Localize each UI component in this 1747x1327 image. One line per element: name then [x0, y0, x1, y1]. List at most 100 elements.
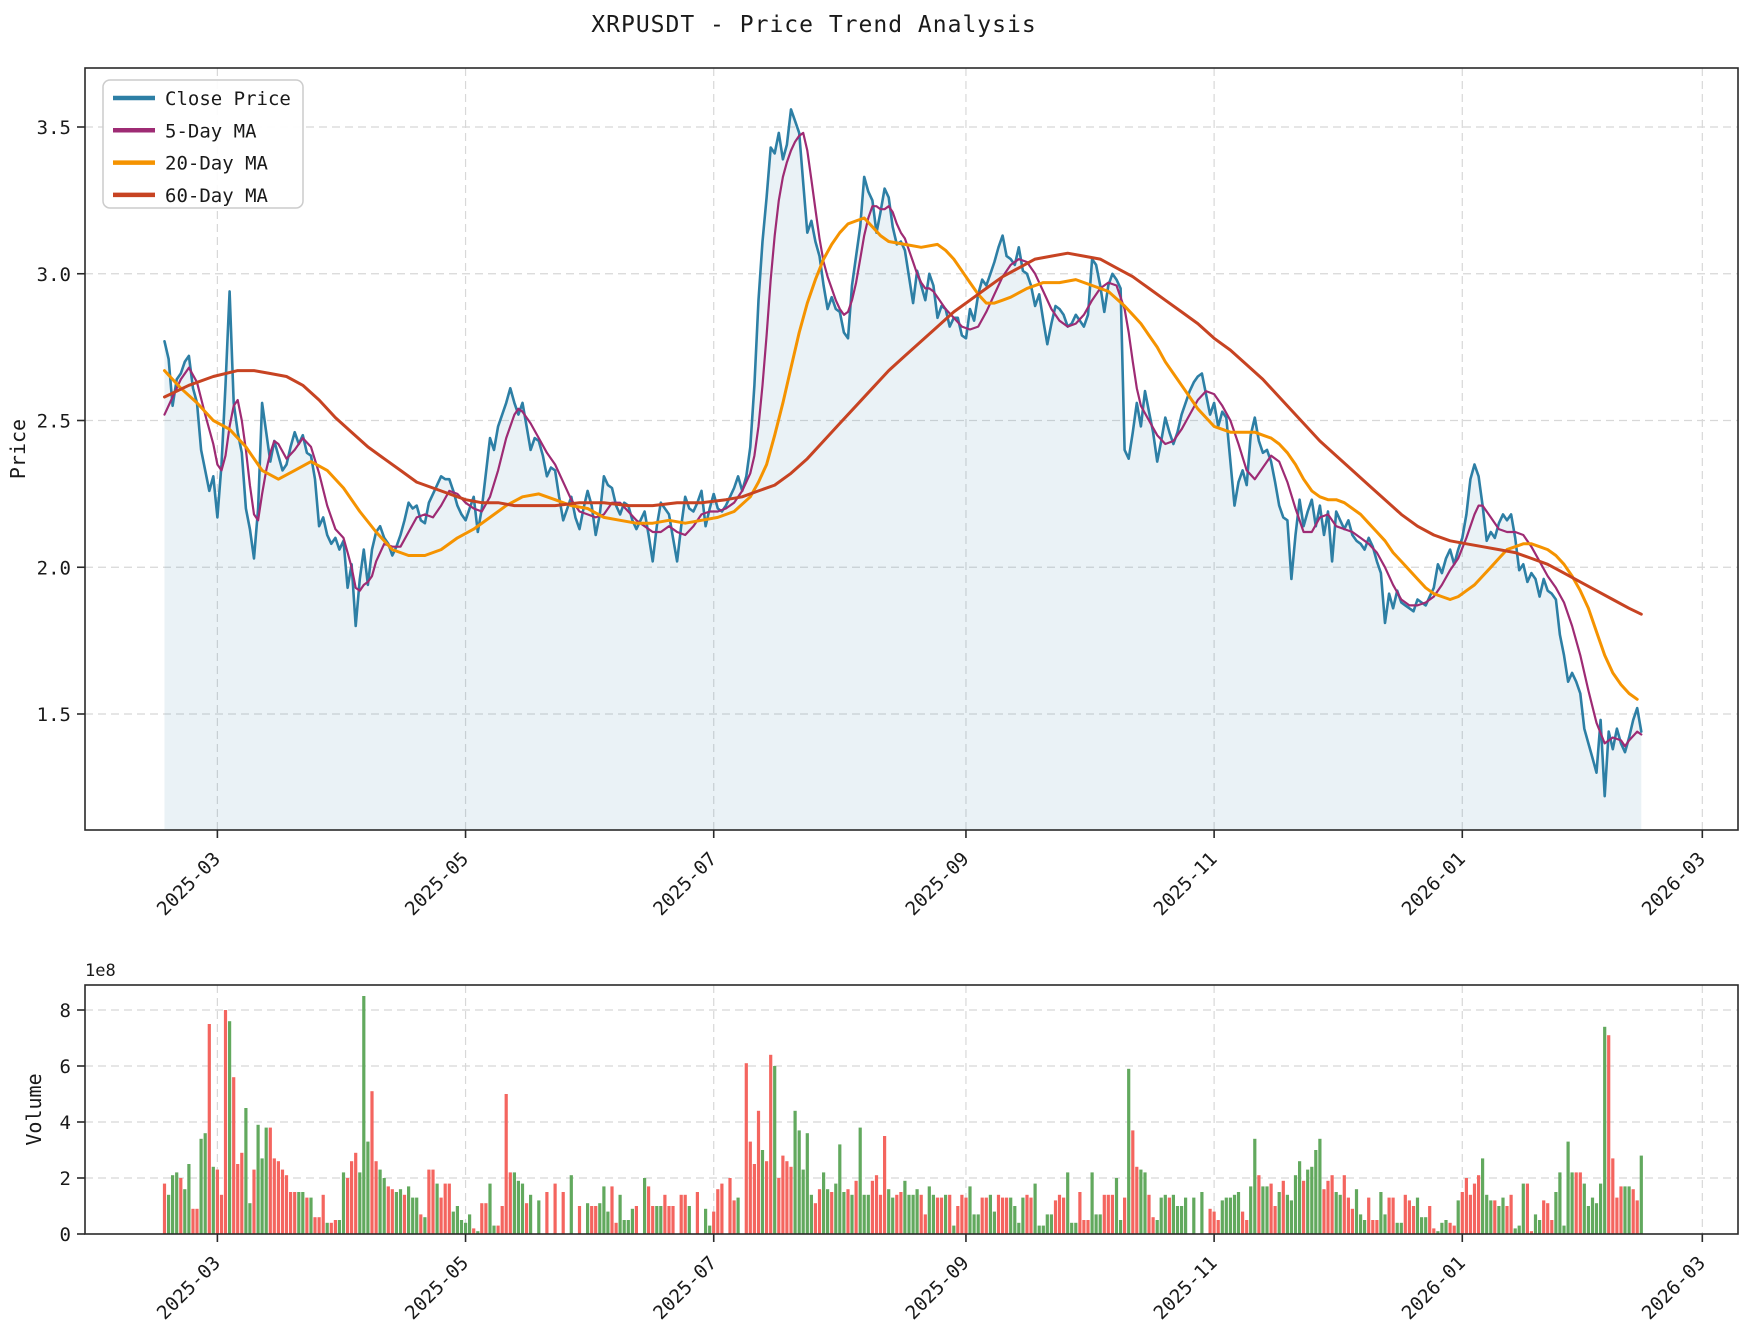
volume-bar [1619, 1186, 1623, 1234]
volume-bar [561, 1192, 565, 1234]
volume-bar [1493, 1200, 1497, 1234]
y-tick-label: 2.5 [37, 411, 71, 433]
volume-bar [1163, 1194, 1167, 1234]
volume-bar [272, 1158, 276, 1234]
volume-bar [264, 1127, 268, 1234]
volume-bar [1607, 1035, 1611, 1234]
volume-bar [895, 1194, 899, 1234]
volume-bar [1424, 1217, 1428, 1234]
legend-box [102, 79, 304, 209]
volume-bar [407, 1186, 411, 1234]
volume-bar [1631, 1189, 1635, 1234]
y-tick-label: 8 [60, 1000, 71, 1022]
volume-bar [614, 1222, 618, 1234]
volume-bar [512, 1172, 516, 1234]
volume-bar [207, 1024, 211, 1234]
volume-bar [1472, 1183, 1477, 1234]
volume-bar [252, 1169, 256, 1234]
volume-bar [1057, 1194, 1062, 1234]
volume-bar [1241, 1211, 1245, 1234]
volume-bar [1550, 1220, 1554, 1234]
volume-bar [862, 1194, 866, 1234]
volume-bar [1127, 1068, 1131, 1234]
volume-bar [382, 1178, 386, 1234]
volume-bar [1155, 1220, 1159, 1234]
volume-bar [248, 1203, 252, 1234]
volume-bar [830, 1192, 834, 1234]
volume-bar [712, 1211, 716, 1234]
volume-bar [1420, 1217, 1424, 1234]
volume-bar [1452, 1225, 1456, 1234]
volume-bar [1359, 1214, 1363, 1234]
volume-bar [545, 1192, 549, 1234]
volume-bar [956, 1206, 960, 1234]
volume-bar [1078, 1192, 1082, 1234]
volume-bar [1074, 1222, 1078, 1234]
volume-bar [390, 1189, 394, 1234]
volume-bar [1269, 1183, 1273, 1234]
volume-bar [244, 1108, 248, 1234]
volume-bar [1326, 1180, 1330, 1234]
volume-bar [809, 1194, 813, 1234]
x-tick-label: 2025-05 [401, 848, 473, 920]
volume-bar [1477, 1175, 1481, 1234]
volume-bar [1257, 1175, 1261, 1234]
volume-bar [907, 1194, 911, 1234]
volume-bar [760, 1150, 765, 1234]
volume-bar [508, 1172, 512, 1234]
volume-bar [992, 1211, 996, 1234]
volume-bar [976, 1214, 980, 1234]
volume-bar [1481, 1158, 1485, 1234]
volume-bar [1342, 1175, 1346, 1234]
volume-bar [256, 1124, 260, 1234]
volume-bar [1513, 1228, 1517, 1234]
volume-bar [1208, 1208, 1212, 1234]
volume-bar [1302, 1180, 1306, 1234]
volume-bar [626, 1220, 630, 1234]
volume-bar [618, 1194, 622, 1234]
legend-label: 5-Day MA [165, 120, 257, 142]
volume-bar [931, 1194, 935, 1234]
volume-bar [1265, 1186, 1269, 1234]
volume-bar [1436, 1231, 1440, 1234]
volume-bar [215, 1169, 219, 1234]
volume-bar [622, 1220, 626, 1234]
volume-bar [1041, 1225, 1045, 1234]
volume-bar [1021, 1197, 1025, 1234]
volume-bar [996, 1194, 1001, 1234]
volume-bar [1318, 1138, 1322, 1234]
volume-bar [948, 1194, 952, 1234]
volume-bar [1306, 1169, 1310, 1234]
volume-bar [1525, 1183, 1529, 1234]
volume-bar [1346, 1197, 1350, 1234]
volume-bar [1135, 1166, 1139, 1234]
volume-bar [1017, 1222, 1021, 1234]
x-tick-label: 2025-09 [901, 1252, 973, 1324]
volume-bar [1029, 1197, 1033, 1234]
volume-bar [1489, 1200, 1493, 1234]
volume-bars [162, 996, 1643, 1234]
x-tick-label: 2025-05 [401, 1252, 473, 1324]
volume-bar [1082, 1220, 1086, 1234]
volume-bar [1383, 1214, 1387, 1234]
volume-bar [1456, 1200, 1460, 1234]
volume-bar [1460, 1192, 1464, 1234]
volume-bar [1293, 1175, 1298, 1234]
volume-bar [431, 1169, 435, 1234]
volume-bar [846, 1189, 850, 1234]
volume-bar [1639, 1155, 1643, 1234]
volume-bar [350, 1161, 354, 1234]
y-tick-label: 0 [60, 1224, 71, 1246]
volume-bar [167, 1194, 171, 1234]
volume-bar [402, 1194, 407, 1234]
volume-bar [887, 1189, 891, 1234]
volume-bar [1615, 1197, 1619, 1234]
volume-bar [944, 1194, 948, 1234]
volume-bar [667, 1206, 671, 1234]
volume-bar [1574, 1172, 1578, 1234]
volume-bar [301, 1192, 305, 1234]
x-tick-label: 2026-01 [1398, 1252, 1470, 1324]
volume-bar [704, 1208, 708, 1234]
volume-bar [1224, 1197, 1228, 1234]
volume-bar [341, 1172, 346, 1234]
